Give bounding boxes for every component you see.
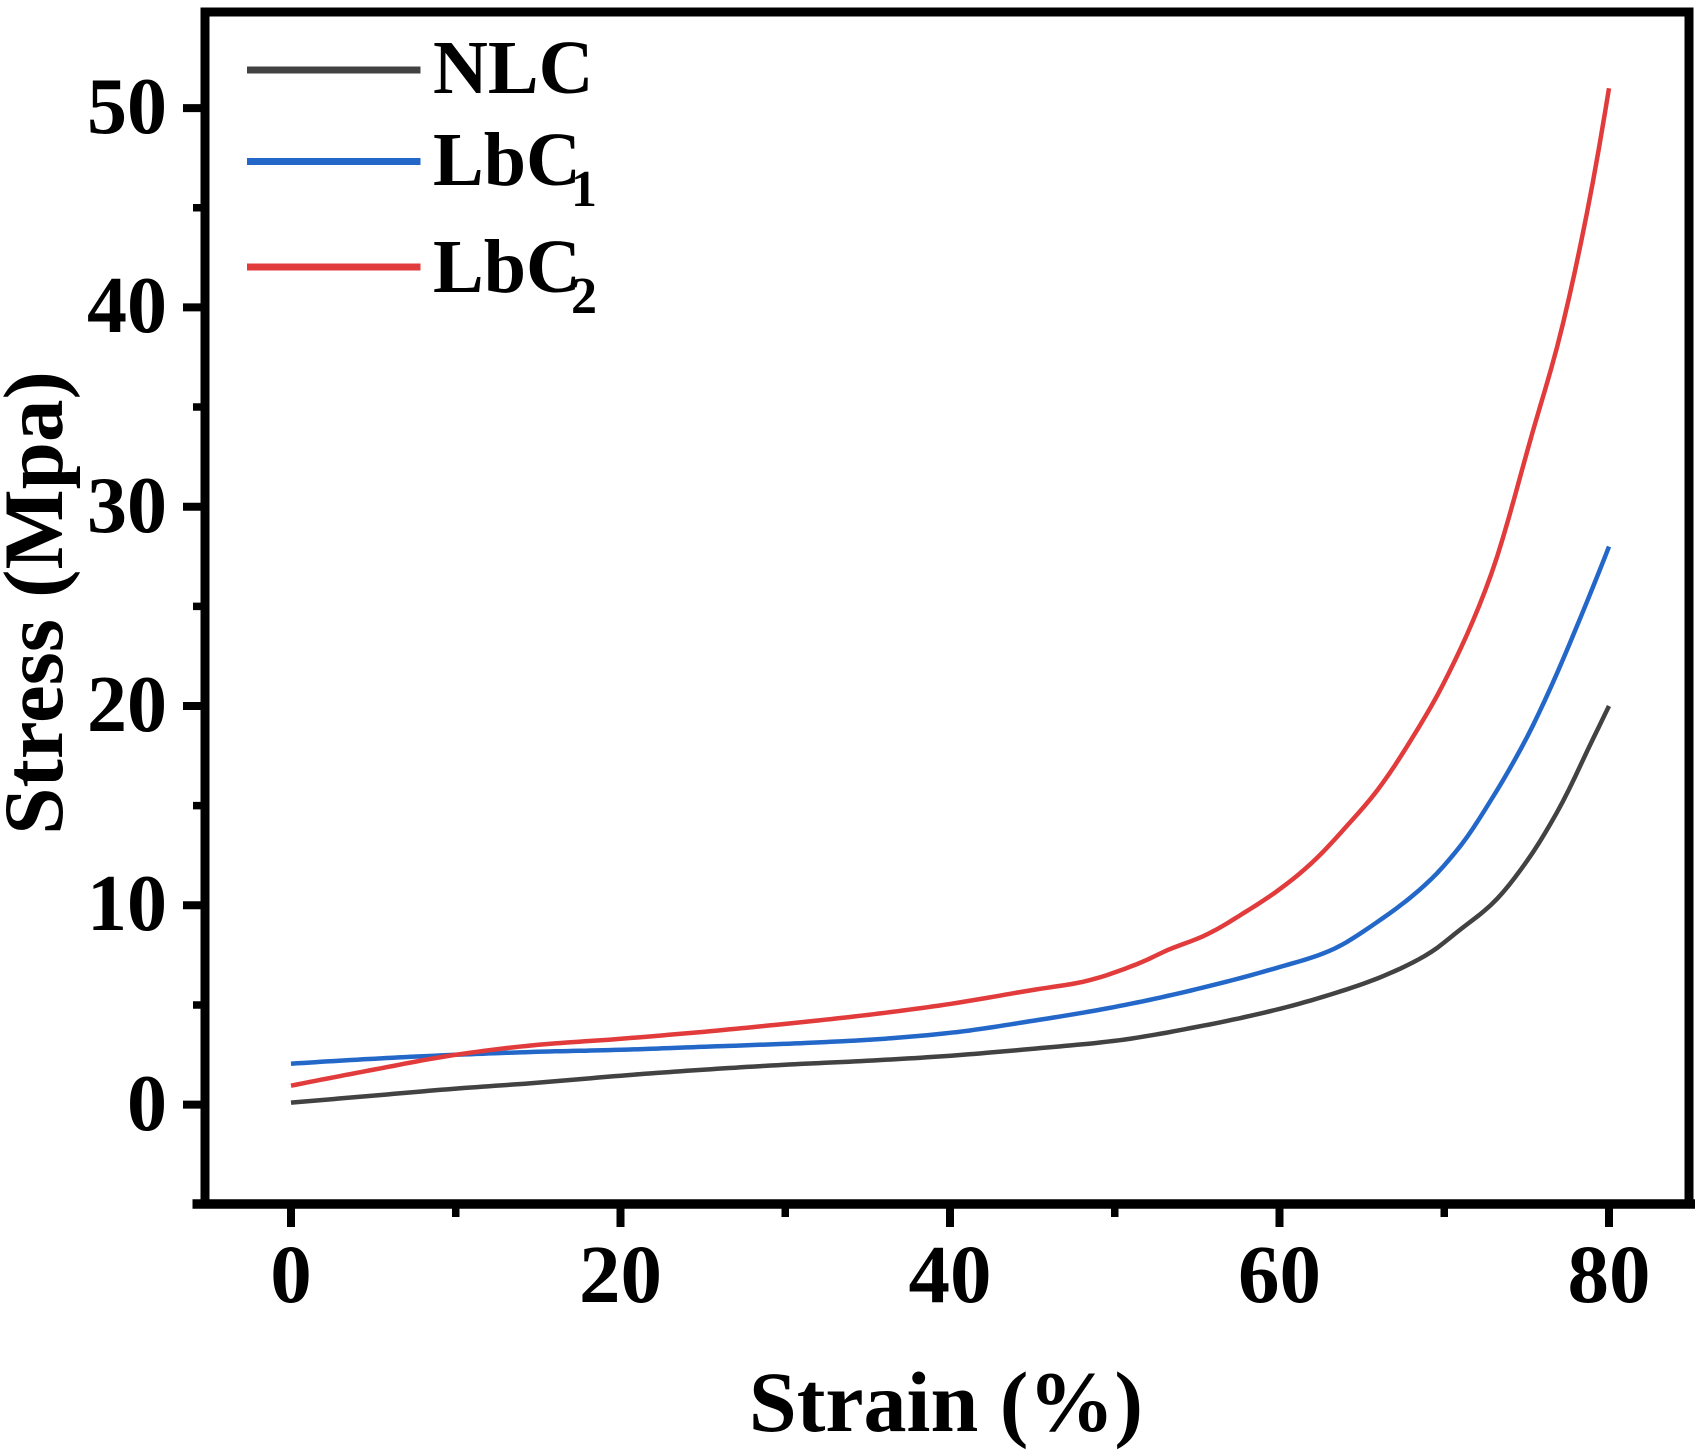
svg-text:10: 10	[87, 860, 167, 948]
svg-text:Strain (%): Strain (%)	[749, 1354, 1143, 1450]
svg-text:30: 30	[87, 462, 167, 550]
svg-text:40: 40	[87, 262, 167, 350]
svg-text:1: 1	[571, 161, 597, 218]
svg-text:Stress (Mpa): Stress (Mpa)	[0, 371, 81, 835]
svg-text:20: 20	[87, 661, 167, 749]
svg-text:0: 0	[127, 1060, 167, 1148]
svg-text:2: 2	[571, 268, 597, 325]
svg-text:80: 80	[1568, 1228, 1651, 1320]
svg-text:NLC: NLC	[433, 26, 593, 110]
svg-text:0: 0	[270, 1228, 312, 1320]
svg-text:60: 60	[1238, 1228, 1321, 1320]
svg-text:50: 50	[87, 63, 167, 151]
svg-text:LbC: LbC	[433, 225, 581, 309]
svg-text:40: 40	[909, 1228, 992, 1320]
svg-text:20: 20	[579, 1228, 662, 1320]
svg-text:LbC: LbC	[433, 118, 581, 202]
